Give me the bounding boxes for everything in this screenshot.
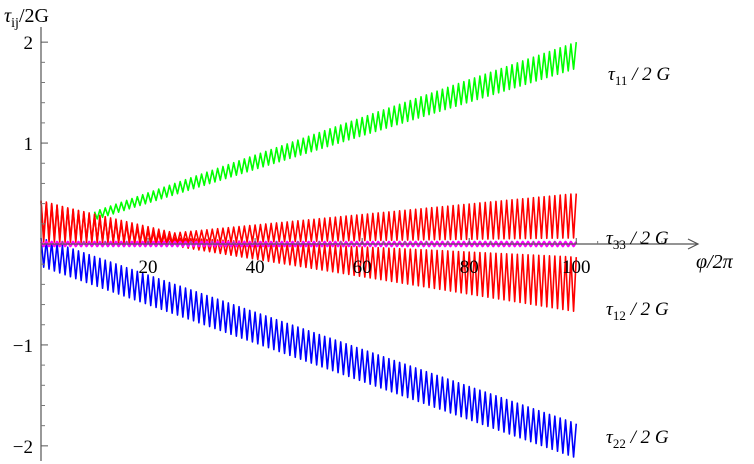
series-label-tau33-sub: 33 xyxy=(613,237,626,252)
series-label-tau12: τ12 / 2 G xyxy=(606,299,669,323)
x-tick-label-20: 20 xyxy=(139,257,158,278)
y-axis-label-rest: /2G xyxy=(19,5,49,27)
y-tick-label--1: −1 xyxy=(13,336,33,357)
series-tau22-band xyxy=(40,237,578,458)
y-tick-label-2: 2 xyxy=(24,33,34,54)
series-label-tau33-rest: / 2 G xyxy=(626,228,669,249)
series-label-tau22-sub: 22 xyxy=(613,436,626,451)
series-label-tau11: τ11 / 2 G xyxy=(608,64,670,88)
series-label-tau22-main: τ xyxy=(606,427,614,448)
x-axis-arrow xyxy=(687,238,700,250)
y-axis-label-main: τ xyxy=(4,5,12,27)
series-label-tau12-rest: / 2 G xyxy=(626,299,669,320)
x-tick-label-60: 60 xyxy=(353,257,372,278)
x-ticks: 20 40 60 80 100 xyxy=(61,238,663,278)
y-tick-label--2: −2 xyxy=(13,437,33,458)
axes: 20 40 60 80 100 −2−112 xyxy=(13,27,700,461)
series-tau12-band xyxy=(40,200,578,312)
y-axis-label-sub: ij xyxy=(11,16,19,31)
x-axis-label: φ/2π xyxy=(696,251,734,273)
x-tick-label-80: 80 xyxy=(460,257,479,278)
series-tau33-band xyxy=(40,193,578,244)
series-label-tau33: τ33 / 2 G xyxy=(606,228,669,252)
series-label-tau33-main: τ xyxy=(606,228,614,249)
y-ticks: −2 −1 1 2 xyxy=(13,33,48,458)
series-magenta-band xyxy=(39,240,578,248)
series-label-tau22: τ22 / 2 G xyxy=(606,427,669,451)
series-tau11-band xyxy=(93,42,578,220)
series-label-tau12-sub: 12 xyxy=(613,308,626,323)
y-axis-label: τij/2G xyxy=(4,5,49,31)
x-tick-label-100: 100 xyxy=(562,257,591,278)
series-label-tau11-rest: / 2 G xyxy=(627,64,670,85)
series-label-tau11-main: τ xyxy=(608,64,616,85)
series-label-tau12-main: τ xyxy=(606,299,614,320)
y-tick-label-1: 1 xyxy=(24,134,34,155)
series-layer xyxy=(39,42,578,458)
series-label-tau22-rest: / 2 G xyxy=(626,427,669,448)
x-tick-label-40: 40 xyxy=(246,257,265,278)
series-label-tau11-sub: 11 xyxy=(615,73,628,88)
